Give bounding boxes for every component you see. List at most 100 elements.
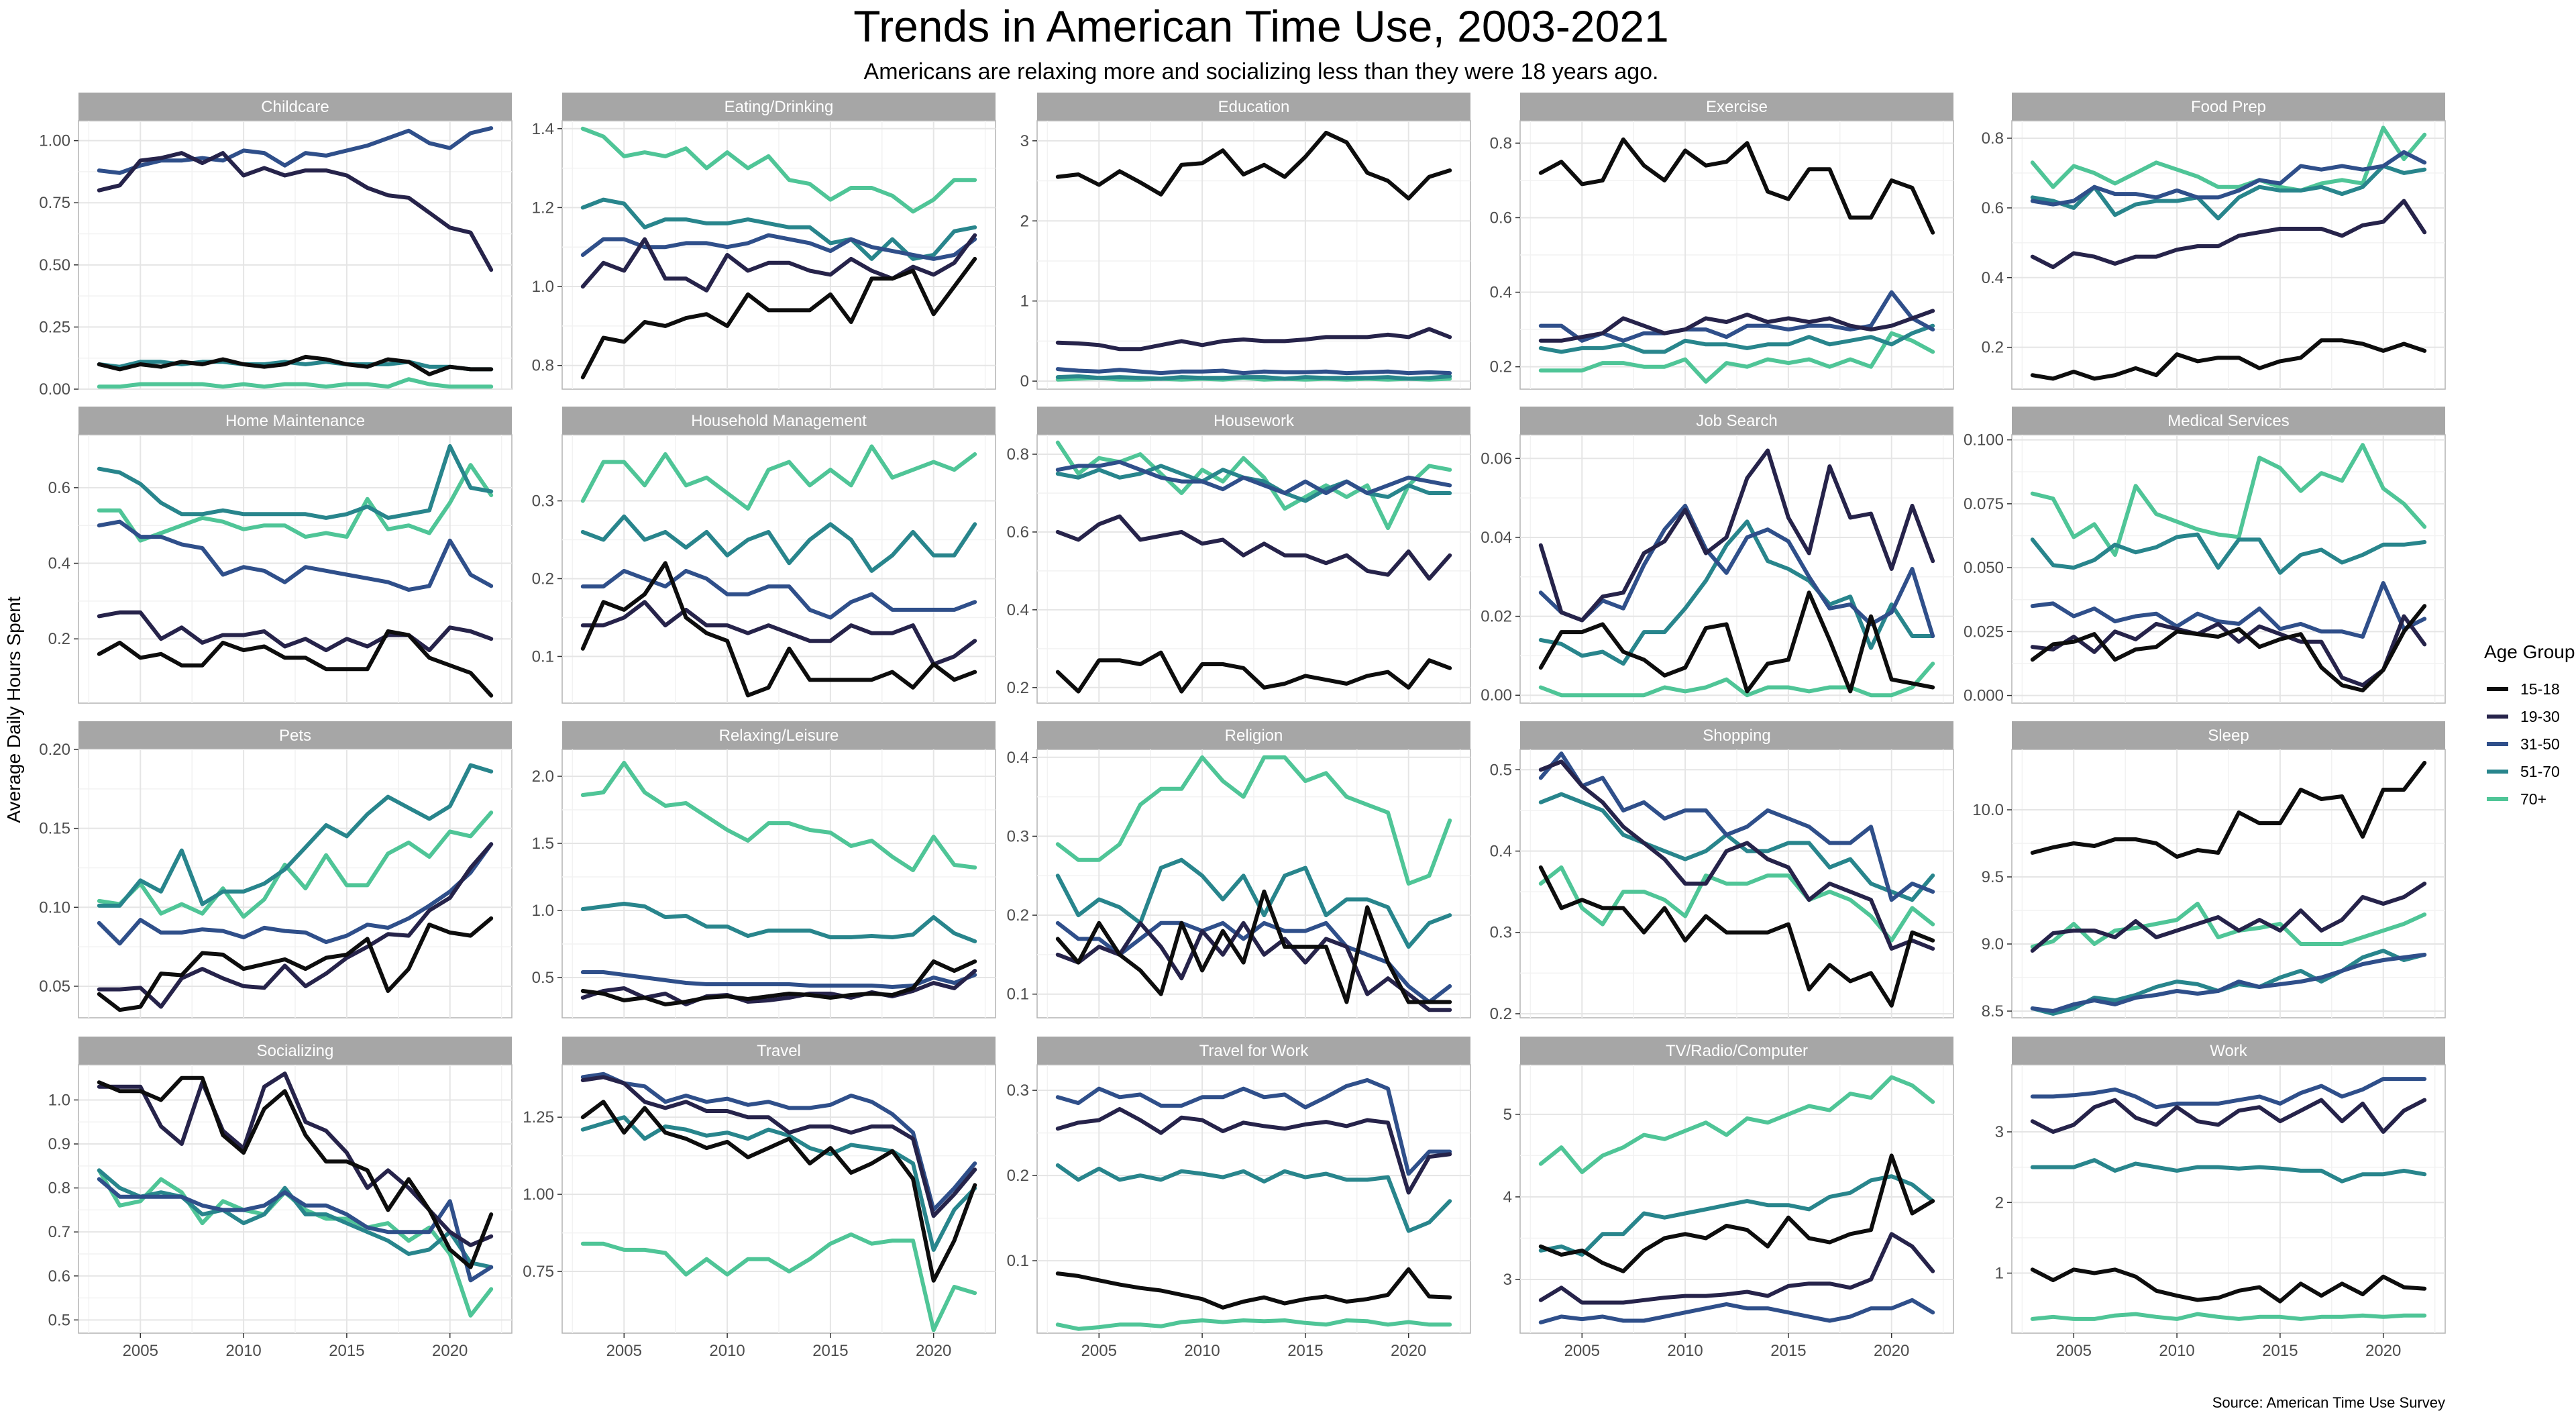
y-tick-label: 1.00 — [39, 132, 70, 150]
x-tick-label: 2010 — [709, 1342, 745, 1360]
x-tick-label: 2005 — [2056, 1342, 2092, 1360]
y-tick-label: 0.3 — [1490, 924, 1512, 942]
series-line-70+ — [580, 1232, 977, 1332]
facet-strip-label: Exercise — [1706, 98, 1768, 116]
x-tick-label: 2005 — [606, 1342, 642, 1360]
x-tick-label: 2015 — [1287, 1342, 1323, 1360]
series-line-15-18 — [97, 629, 494, 698]
y-tick-label: 0.5 — [1490, 761, 1512, 779]
y-tick-label: 9.5 — [1982, 868, 2004, 886]
series-line-51-70 — [2030, 1158, 2427, 1184]
series-line-70+ — [97, 463, 494, 543]
series-line-19-30 — [580, 233, 977, 293]
y-tick-label: 0.7 — [48, 1223, 70, 1241]
facet-panel: TV/Radio/Computer 2005 2010 2015 2020 3 4 5 — [1503, 1037, 1954, 1360]
y-tick-label: 0.06 — [1481, 450, 1512, 468]
facet-panel: Home Maintenance 0.2 0.4 0.6 — [48, 407, 513, 704]
y-tick-label: 0.1 — [532, 647, 554, 666]
y-tick-label: 0.2 — [1490, 1005, 1512, 1023]
series-line-51-70 — [97, 763, 494, 908]
x-tick-label: 2005 — [1081, 1342, 1117, 1360]
source-caption: Source: American Time Use Survey — [2212, 1394, 2445, 1411]
series-line-70+ — [1055, 440, 1452, 531]
facet-strip-label: Job Search — [1696, 412, 1777, 430]
series-line-31-50 — [2030, 953, 2427, 1013]
facet-strip-label: Shopping — [1703, 727, 1770, 745]
series-line-15-18 — [97, 1075, 494, 1269]
facet-strip-label: Food Prep — [2191, 98, 2266, 116]
series-line-70+ — [97, 810, 494, 919]
series-line-31-50 — [580, 1071, 977, 1212]
y-tick-label: 0.8 — [1490, 134, 1512, 152]
legend-item: 19-30 — [2487, 708, 2560, 725]
facet-strip — [2012, 407, 2445, 435]
y-tick-label: 0.04 — [1481, 529, 1512, 547]
series-line-15-18 — [580, 561, 977, 698]
facet-strip-label: Housework — [1214, 412, 1295, 430]
facet-strip-label: Relaxing/Leisure — [719, 727, 839, 745]
y-tick-label: 0.4 — [1490, 284, 1512, 302]
facet-panel: Work 2005 2010 2015 2020 1 2 3 — [1995, 1037, 2446, 1360]
series-line-19-30 — [1538, 448, 1935, 623]
facet-strip — [1037, 93, 1470, 121]
y-tick-label: 0.75 — [39, 194, 70, 212]
series-line-51-70 — [1538, 792, 1935, 902]
facet-panel: Education 0 1 2 3 — [1020, 93, 1471, 390]
facets-group: Childcare0.000.250.500.751.00Eating/Drin… — [39, 93, 2446, 1360]
series-line-31-50 — [2030, 581, 2427, 639]
y-tick-label: 0.02 — [1481, 608, 1512, 626]
x-tick-label: 2010 — [2159, 1342, 2194, 1360]
y-tick-label: 1.5 — [532, 835, 554, 853]
facet-strip — [1520, 407, 1953, 435]
y-tick-label: 1.0 — [48, 1091, 70, 1109]
series-line-31-50 — [1538, 503, 1935, 638]
x-tick-label: 2020 — [916, 1342, 951, 1360]
y-tick-label: 0.00 — [1481, 686, 1512, 704]
legend-item-label: 19-30 — [2520, 708, 2560, 725]
series-line-31-50 — [1055, 1078, 1452, 1176]
series-line-31-50 — [1055, 367, 1452, 376]
series-line-70+ — [580, 761, 977, 872]
x-tick-label: 2005 — [123, 1342, 158, 1360]
facet-strip — [78, 93, 512, 121]
series-line-51-70 — [580, 902, 977, 943]
y-tick-label: 8.5 — [1982, 1002, 2004, 1020]
facet-strip — [562, 721, 996, 749]
y-tick-label: 0.50 — [39, 256, 70, 274]
y-tick-label: 0.1 — [1007, 986, 1029, 1004]
x-tick-label: 2015 — [812, 1342, 848, 1360]
x-tick-label: 2010 — [1184, 1342, 1220, 1360]
series-line-15-18 — [1538, 865, 1935, 1008]
series-line-51-70 — [2030, 164, 2427, 221]
series-line-70+ — [1538, 662, 1935, 698]
series-line-15-18 — [2030, 338, 2427, 381]
facet-strip — [1037, 1037, 1470, 1065]
series-line-19-30 — [1538, 309, 1935, 343]
series-line-19-30 — [97, 842, 494, 1009]
series-line-19-30 — [2030, 199, 2427, 270]
series-line-19-30 — [580, 600, 977, 666]
y-tick-label: 0.5 — [48, 1311, 70, 1329]
series-line-31-50 — [1055, 460, 1452, 495]
series-line-70+ — [1055, 1318, 1452, 1331]
y-tick-label: 0.075 — [1964, 495, 2004, 513]
x-tick-label: 2015 — [1770, 1342, 1806, 1360]
facet-panel: Socializing 2005 2010 2015 2020 0.5 0.6 0.7 0.8 0… — [48, 1037, 513, 1360]
y-tick-label: 0.4 — [1982, 269, 2004, 287]
y-tick-label: 3 — [1995, 1123, 2004, 1141]
y-tick-label: 1 — [1020, 293, 1029, 311]
legend-title: Age Group — [2484, 641, 2575, 662]
y-tick-label: 0.9 — [48, 1135, 70, 1153]
series-line-70+ — [580, 126, 977, 214]
y-tick-label: 0.5 — [532, 969, 554, 987]
series-line-19-30 — [580, 1075, 977, 1218]
series-line-19-30 — [97, 151, 494, 272]
facet-panel: Food Prep 0.2 0.4 0.6 0.8 — [1982, 93, 2446, 390]
series-line-51-70 — [580, 514, 977, 573]
chart-title: Trends in American Time Use, 2003-2021 — [853, 1, 1669, 51]
facet-panel: Shopping 0.2 0.3 0.4 0.5 — [1490, 721, 1954, 1023]
chart-subtitle: Americans are relaxing more and socializ… — [864, 59, 1659, 85]
y-tick-label: 0.2 — [1490, 358, 1512, 376]
facet-strip — [562, 1037, 996, 1065]
y-tick-label: 3 — [1020, 132, 1029, 150]
